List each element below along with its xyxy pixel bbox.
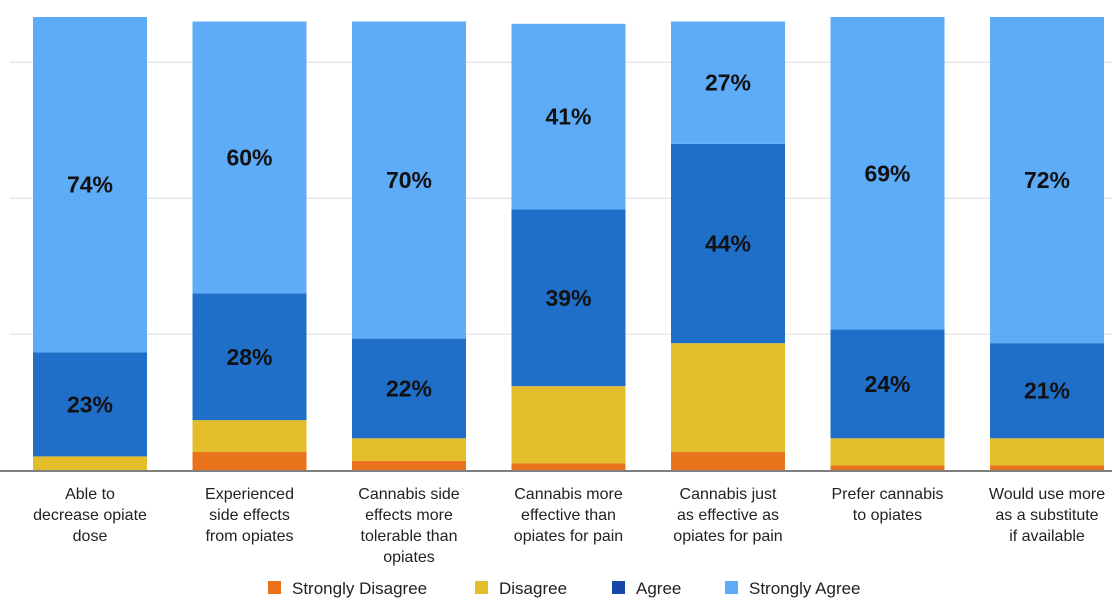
bar-segment-disagree-1: [192, 420, 307, 452]
bar-segment-strongly-agree-3: [511, 23, 626, 210]
category-label-3: Cannabis more effective than opiates for p…: [514, 486, 623, 545]
data-label-agree-0: 23%: [67, 391, 113, 417]
category-label-6: Would use more as a substitute if availabl…: [989, 486, 1105, 545]
data-label-strongly-agree-4: 27%: [705, 70, 751, 96]
bar-segment-agree-0: [33, 352, 147, 457]
bar-segment-strongly-agree-4: [671, 21, 785, 144]
data-label-strongly-agree-5: 69%: [864, 160, 910, 186]
bar-segment-strongly-disagree-3: [511, 463, 626, 470]
bar-segment-strongly-disagree-1: [192, 451, 307, 470]
category-label-4: Cannabis just as effective as opiates for …: [673, 486, 782, 545]
legend-item-strongly-agree: Strongly Agree: [725, 579, 861, 598]
bar-segment-strongly-agree-6: [990, 17, 1104, 344]
bar-segment-agree-4: [671, 143, 785, 344]
legend-label-1: Disagree: [499, 579, 567, 598]
bar-segment-strongly-disagree-5: [830, 465, 945, 470]
bar-segment-agree-2: [352, 338, 466, 439]
legend-label-3: Strongly Agree: [749, 579, 861, 598]
category-label-2: Cannabis side effects more tolerable than o…: [358, 486, 460, 566]
bar-segment-disagree-3: [511, 386, 626, 464]
bars: [33, 17, 1104, 470]
bar-segment-disagree-2: [352, 438, 466, 461]
data-label-agree-5: 24%: [864, 371, 910, 397]
data-label-agree-1: 28%: [226, 344, 272, 370]
legend-swatch-3: [725, 581, 738, 594]
data-label-agree-6: 21%: [1024, 378, 1070, 404]
category-label-1: Experienced side effects from opiates: [205, 486, 294, 545]
bar-segment-disagree-0: [33, 456, 147, 470]
bar-segment-strongly-disagree-4: [671, 451, 785, 470]
legend-label-2: Agree: [636, 579, 681, 598]
data-label-strongly-agree-3: 41%: [545, 104, 591, 130]
legend-swatch-2: [612, 581, 625, 594]
bar-segment-agree-1: [192, 293, 307, 421]
legend-item-strongly-disagree: Strongly Disagree: [268, 579, 427, 598]
legend-swatch-1: [475, 581, 488, 594]
data-label-agree-4: 44%: [705, 231, 751, 257]
bar-segment-strongly-agree-2: [352, 21, 466, 339]
bar-segment-agree-6: [990, 343, 1104, 439]
legend-label-0: Strongly Disagree: [292, 579, 427, 598]
bar-segment-strongly-disagree-6: [990, 465, 1104, 470]
data-labels: 23% 74% 28% 60% 22% 70% 39% 41% 44% 27% 24% 69% 21% 7…: [67, 70, 1070, 418]
data-label-strongly-agree-0: 74%: [67, 172, 113, 198]
data-label-strongly-agree-6: 72%: [1024, 167, 1070, 193]
category-label-0: Able to decrease opiate dose: [33, 486, 147, 545]
data-label-strongly-agree-1: 60%: [226, 144, 272, 170]
bar-segment-strongly-agree-0: [33, 17, 147, 353]
bar-segment-disagree-6: [990, 438, 1104, 466]
bar-segment-disagree-4: [671, 343, 785, 452]
bar-segment-agree-3: [511, 209, 626, 387]
bar-segment-agree-5: [830, 329, 945, 439]
legend: Strongly Disagree Disagree Agree Strongly A…: [268, 579, 861, 598]
legend-swatch-0: [268, 581, 281, 594]
legend-item-disagree: Disagree: [475, 579, 567, 598]
x-axis: Able to decrease opiate dose Experienced sid…: [0, 470, 1112, 566]
bar-segment-strongly-agree-1: [192, 21, 307, 294]
bar-segment-disagree-5: [830, 438, 945, 466]
data-label-strongly-agree-2: 70%: [386, 167, 432, 193]
category-label-5: Prefer cannabis to opiates: [831, 486, 943, 524]
bar-segment-strongly-disagree-2: [352, 460, 466, 470]
bar-segment-strongly-agree-5: [830, 17, 945, 330]
data-label-agree-3: 39%: [545, 285, 591, 311]
data-label-agree-2: 22%: [386, 375, 432, 401]
legend-item-agree: Agree: [612, 579, 681, 598]
